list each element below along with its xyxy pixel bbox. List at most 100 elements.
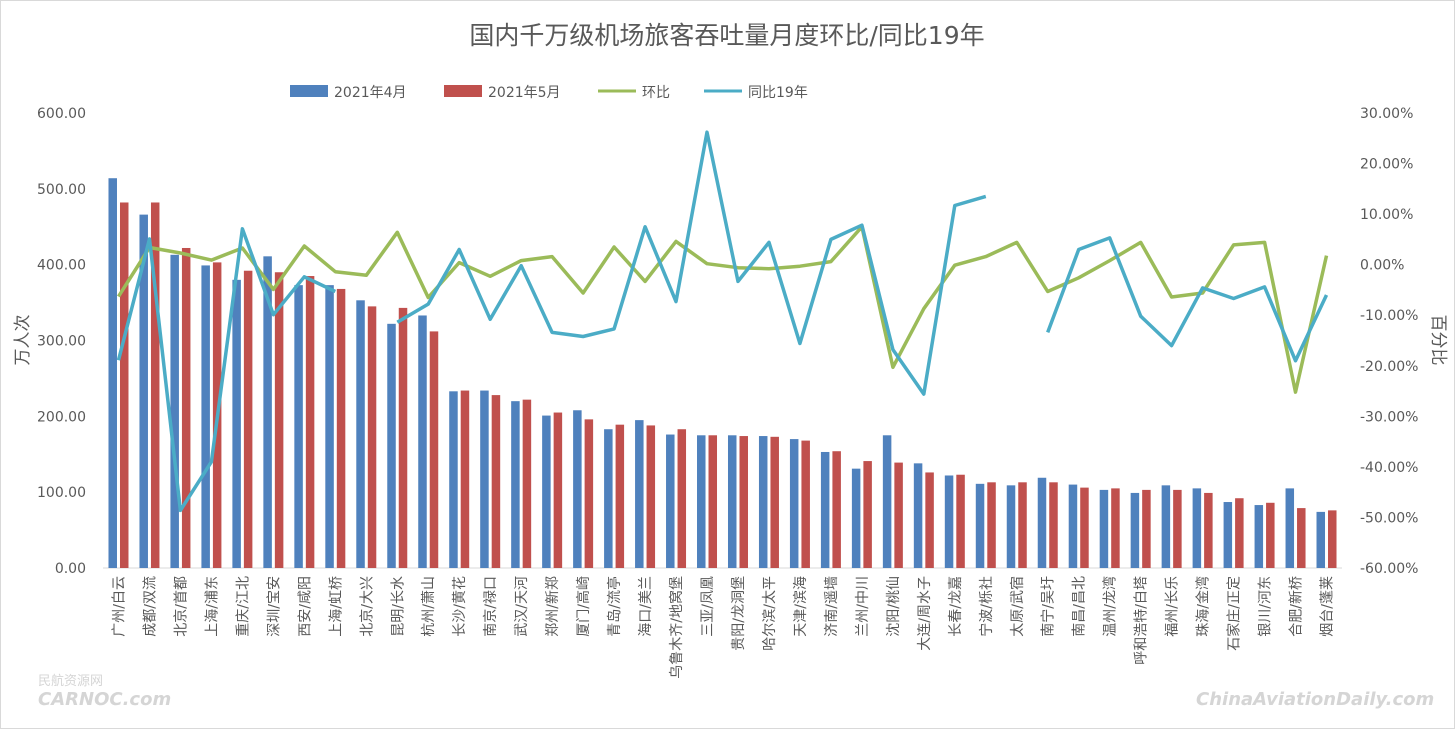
x-tick-label: 南京/禄口 [483,576,499,637]
bar-apr [820,451,830,568]
bar-may [739,436,748,568]
x-axis-ticks: 广州/白云 成都/双流 北京/首都 上海/浦东 重庆/江北 深圳/宝安 西安/咸阳 上海/虹桥… [111,576,1335,679]
bar-apr [1037,477,1047,568]
bar-apr [449,391,458,568]
bar-apr [1192,488,1202,568]
legend-label-yoy: 同比19年 [748,85,808,101]
bar-apr [727,435,737,568]
watermark-left: 民航资源网 CARNOC.com [38,673,171,710]
x-tick-label: 杭州/萧山 [421,576,437,637]
bars-group [108,178,1337,568]
bar-apr [294,285,303,568]
bar-apr [201,265,210,568]
y2-tick-label: -10.00% [1360,308,1418,324]
bar-may [460,390,470,568]
bar-may [398,307,408,568]
x-tick-label: 福州/长乐 [1165,576,1181,637]
bar-may [1018,482,1027,568]
y2-tick-label: -20.00% [1360,359,1418,375]
bar-may [584,419,594,568]
bar-may [150,202,160,568]
bar-may [1328,510,1337,568]
bar-may [801,440,810,568]
bar-may [1297,508,1306,568]
line-mom [117,225,1329,394]
bar-apr [944,475,954,568]
bar-apr [573,410,582,568]
x-tick-label: 济南/遥墙 [824,576,840,637]
bar-apr [480,390,489,568]
x-tick-label: 太原/武宿 [1009,576,1026,637]
x-tick-label: 西安/咸阳 [297,576,313,637]
bar-may [336,288,346,568]
bar-apr [511,401,520,568]
x-tick-label: 烟台/蓬莱 [1320,576,1336,637]
x-tick-label: 乌鲁木齐/地窝堡 [668,576,685,679]
bar-apr [263,256,272,568]
watermark-left-text: 民航资源网 [38,673,103,689]
x-tick-label: 石家庄/正定 [1226,576,1243,651]
bar-apr [325,285,334,568]
x-tick-label: 青岛/流亭 [606,576,623,637]
bar-apr [851,468,861,568]
x-tick-label: 银川/河东 [1258,576,1274,637]
watermark-right: ChinaAviationDaily.com [1196,689,1434,710]
x-tick-label: 北京/首都 [173,576,189,637]
bar-apr [1006,485,1016,568]
x-tick-label: 广州/白云 [111,576,127,637]
y2-axis-ticks: -60.00% -50.00% -40.00% -30.00% -20.00% -10.0… [1360,106,1418,577]
bar-apr [1130,492,1140,568]
x-tick-label: 哈尔滨/太平 [762,576,778,651]
bar-apr [882,435,892,568]
bar-may [708,435,718,568]
bar-may [274,272,284,568]
y-tick-label: 0.00 [55,561,86,577]
y2-tick-label: 20.00% [1360,157,1413,173]
bar-may [770,436,779,568]
y-tick-label: 500.00 [37,182,86,198]
bar-apr [1316,511,1326,568]
bar-may [894,462,903,568]
bar-apr [604,429,613,568]
y2-tick-label: 30.00% [1360,106,1413,122]
bar-apr [356,300,365,568]
chart-title: 国内千万级机场旅客吞吐量月度环比/同比19年 [469,21,984,50]
bar-may [832,451,841,568]
y2-tick-label: 10.00% [1360,207,1413,223]
x-tick-label: 沈阳/桃仙 [886,576,902,637]
bar-may [491,395,501,568]
legend-swatch-may [444,85,482,97]
y-tick-label: 200.00 [37,409,86,425]
bar-apr [666,434,675,568]
legend-label-may: 2021年5月 [488,85,561,101]
y2-tick-label: -60.00% [1360,561,1418,577]
y2-tick-label: -40.00% [1360,460,1418,476]
bar-may [367,306,377,568]
y-axis-title: 万人次 [13,315,33,366]
y-tick-label: 100.00 [37,485,86,501]
x-tick-label: 昆明/长水 [390,576,406,637]
x-tick-label: 大连/周水子 [917,576,933,651]
x-tick-label: 重庆/江北 [235,576,251,637]
bar-apr [758,436,768,568]
x-tick-label: 长春/龙嘉 [948,576,964,637]
bar-may [646,425,656,568]
x-tick-label: 深圳/宝安 [266,576,282,637]
bar-may [925,472,934,568]
line-yoy [116,130,1329,513]
bar-apr [1099,489,1109,568]
bar-may [1235,498,1244,568]
bar-may [553,412,563,568]
bar-may [305,276,315,568]
x-tick-label: 郑州/新郑 [545,576,561,637]
x-tick-label: 南宁/吴圩 [1040,576,1057,637]
bar-may [429,331,439,568]
legend-swatch-apr [290,85,328,97]
x-tick-label: 厦门/高崎 [575,576,592,637]
bar-apr [542,415,551,568]
bar-may [1266,502,1275,568]
bar-apr [139,214,148,568]
bar-apr [1068,484,1078,568]
x-tick-label: 上海/虹桥 [328,576,344,637]
